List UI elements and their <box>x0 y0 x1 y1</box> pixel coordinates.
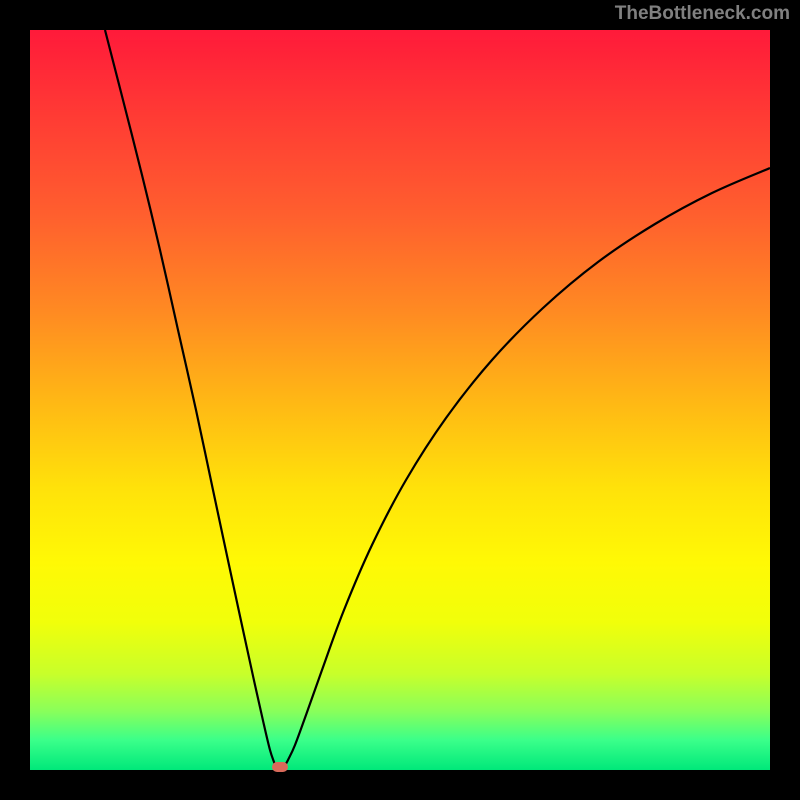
bottleneck-curve <box>30 30 770 770</box>
plot-area <box>30 30 770 770</box>
watermark-text: TheBottleneck.com <box>615 3 790 25</box>
minimum-marker <box>272 762 288 772</box>
